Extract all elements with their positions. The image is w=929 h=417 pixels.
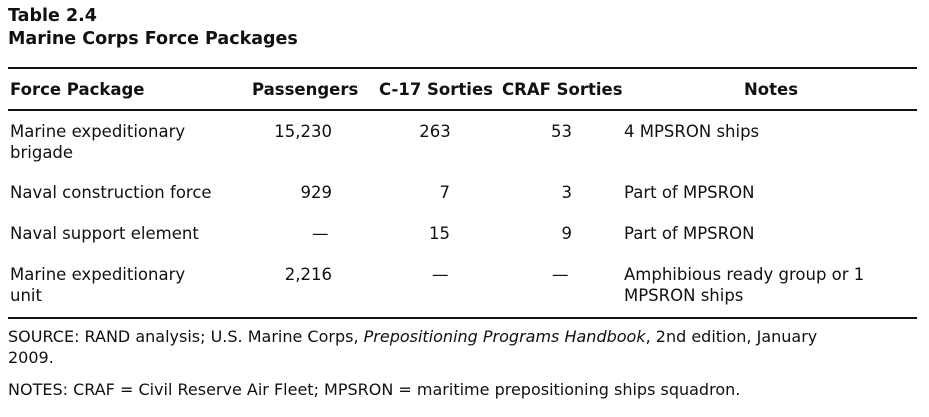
source-line-2: 2009. (8, 348, 54, 367)
table-row-4-package: Marine expeditionary unit (10, 264, 185, 306)
source-note: SOURCE: RAND analysis; U.S. Marine Corps… (8, 326, 913, 368)
package-line: Marine expeditionary (10, 122, 186, 141)
top-rule (8, 67, 917, 69)
source-title: Prepositioning Programs Handbook (363, 327, 646, 346)
notes-line: 4 MPSRON ships (624, 122, 760, 141)
table-number: Table 2.4 (8, 6, 97, 26)
source-suffix: , 2nd edition, January (645, 327, 818, 346)
table-title: Marine Corps Force Packages (8, 29, 298, 49)
table-row-4-craf: — (552, 265, 569, 284)
table-row-2-package: Naval construction force (10, 183, 212, 202)
table-row-3-passengers: — (312, 224, 329, 243)
table-row-3-notes: Part of MPSRON (624, 224, 755, 243)
table-row-4-c17: — (432, 265, 449, 284)
source-prefix: SOURCE: RAND analysis; U.S. Marine Corps… (8, 327, 364, 346)
package-line: brigade (10, 143, 74, 162)
notes-line: MPSRON ships (624, 286, 744, 305)
source-line-1: SOURCE: RAND analysis; U.S. Marine Corps… (8, 326, 913, 347)
header-passengers: Passengers (252, 80, 359, 99)
header-craf-sorties: CRAF Sorties (502, 80, 623, 99)
table-row-1-notes: 4 MPSRON ships (624, 121, 759, 142)
table-row-1-craf: 53 (551, 122, 572, 141)
table-row-1-package: Marine expeditionary brigade (10, 121, 185, 163)
table-row-1-c17: 263 (419, 122, 451, 141)
table-row-2-craf: 3 (561, 183, 573, 202)
notes-line: Amphibious ready group or 1 (624, 265, 865, 284)
notes-footer: NOTES: CRAF = Civil Reserve Air Fleet; M… (8, 380, 741, 399)
table-row-3-craf: 9 (561, 224, 573, 243)
table-row-2-c17: 7 (439, 183, 451, 202)
package-line: Marine expeditionary (10, 265, 186, 284)
header-notes: Notes (744, 80, 799, 99)
table-row-2-notes: Part of MPSRON (624, 183, 755, 202)
table-row-2-passengers: 929 (300, 183, 333, 202)
bottom-rule (8, 317, 917, 319)
header-force-package: Force Package (10, 80, 145, 99)
package-line: unit (10, 286, 42, 305)
table-row-1-passengers: 15,230 (274, 122, 332, 141)
table-row-4-notes: Amphibious ready group or 1 MPSRON ships (624, 264, 864, 306)
table-row-3-c17: 15 (429, 224, 450, 243)
header-c17-sorties: C-17 Sorties (379, 80, 493, 99)
header-rule (8, 109, 917, 111)
table-row-3-package: Naval support element (10, 224, 199, 243)
table-row-4-passengers: 2,216 (284, 265, 332, 284)
table-caption: Table 2.4 Marine Corps Force Packages (8, 5, 298, 51)
